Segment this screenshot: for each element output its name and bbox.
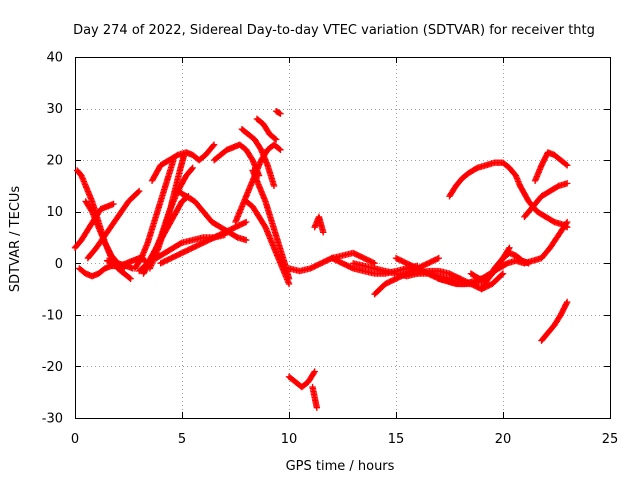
data-point bbox=[134, 188, 142, 196]
y-tick-label: -20 bbox=[42, 360, 63, 375]
data-point bbox=[310, 369, 318, 377]
y-tick-label: 0 bbox=[55, 257, 63, 272]
data-point bbox=[564, 218, 571, 226]
x-tick-label: 15 bbox=[388, 432, 405, 447]
series-arc7 bbox=[131, 156, 177, 272]
data-point bbox=[277, 110, 284, 117]
data-point bbox=[188, 165, 195, 173]
data-point bbox=[506, 244, 513, 252]
data-point bbox=[562, 161, 570, 168]
data-point bbox=[271, 135, 279, 142]
data-point bbox=[499, 270, 507, 277]
data-point bbox=[209, 142, 217, 150]
data-point bbox=[243, 236, 250, 244]
data-point bbox=[564, 298, 571, 306]
data-marks bbox=[71, 107, 571, 411]
series-arc2 bbox=[71, 200, 117, 252]
data-point bbox=[564, 180, 571, 187]
chart-title: Day 274 of 2022, Sidereal Day-to-day VTE… bbox=[73, 23, 595, 38]
series-arc38 bbox=[521, 218, 571, 267]
data-point bbox=[243, 218, 250, 226]
data-point bbox=[313, 404, 321, 411]
data-point bbox=[127, 275, 134, 282]
data-point bbox=[189, 164, 196, 172]
series-arc17 bbox=[238, 126, 278, 190]
y-axis-label: SDTVAR / TECUs bbox=[8, 186, 23, 293]
series-arc20 bbox=[272, 107, 284, 117]
x-axis-label: GPS time / hours bbox=[286, 459, 395, 474]
series-arc39 bbox=[538, 298, 571, 344]
series-arc33 bbox=[478, 244, 513, 293]
series-arc19 bbox=[253, 115, 280, 143]
data-point bbox=[285, 280, 293, 288]
series-arc24 bbox=[285, 368, 318, 391]
series-arc14 bbox=[174, 187, 250, 244]
data-point bbox=[505, 245, 512, 253]
data-point bbox=[311, 368, 318, 375]
data-point bbox=[498, 271, 506, 278]
data-point bbox=[320, 229, 327, 236]
x-tick-label: 20 bbox=[495, 432, 512, 447]
plot-frame bbox=[75, 57, 611, 419]
data-point bbox=[276, 145, 283, 153]
series-arc34 bbox=[446, 159, 524, 200]
axis-ticks: 0 5 10 15 20 25 -30 -20 -10 0 10 20 30 40 bbox=[42, 51, 619, 448]
series-arc36 bbox=[521, 180, 571, 221]
series-arc18 bbox=[249, 167, 293, 282]
series-arc11 bbox=[148, 141, 218, 184]
x-tick-label: 10 bbox=[281, 432, 298, 447]
data-point bbox=[564, 162, 571, 169]
series-arc23 bbox=[311, 213, 327, 236]
series-arc37 bbox=[531, 149, 571, 184]
grid-lines bbox=[75, 57, 610, 418]
data-point bbox=[136, 187, 143, 195]
x-tick-label: 25 bbox=[602, 432, 619, 447]
data-point bbox=[277, 146, 284, 154]
y-tick-label: 40 bbox=[46, 51, 63, 66]
series-arc35 bbox=[516, 182, 571, 231]
data-point bbox=[270, 182, 278, 190]
series-arc5 bbox=[84, 187, 143, 262]
data-point bbox=[435, 254, 442, 262]
data-point bbox=[110, 200, 117, 208]
data-point bbox=[126, 274, 133, 282]
x-tick-label: 0 bbox=[71, 432, 79, 447]
y-tick-label: -30 bbox=[42, 412, 63, 427]
y-tick-label: 30 bbox=[46, 102, 63, 117]
y-tick-label: 20 bbox=[46, 154, 63, 169]
data-point bbox=[563, 220, 570, 227]
data-point bbox=[210, 141, 218, 148]
series-arc21 bbox=[243, 198, 293, 288]
x-tick-label: 5 bbox=[178, 432, 186, 447]
series-arc25 bbox=[309, 383, 321, 411]
data-point bbox=[272, 136, 280, 143]
y-tick-label: -10 bbox=[42, 308, 63, 323]
y-tick-label: 10 bbox=[46, 205, 63, 220]
